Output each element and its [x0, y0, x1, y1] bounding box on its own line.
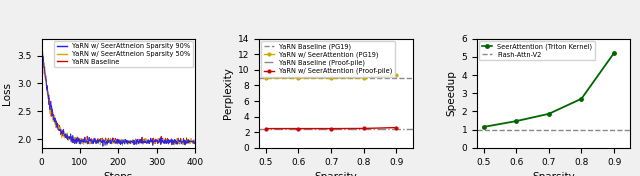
Legend: SeerAttention (Triton Kernel), Flash-Attn-V2: SeerAttention (Triton Kernel), Flash-Att… [479, 41, 595, 60]
Y-axis label: Perplexity: Perplexity [223, 67, 232, 119]
Legend: YaRN Baseline (PG19), YaRN w/ SeerAttention (PG19), YaRN Baseline (Proof-pile), : YaRN Baseline (PG19), YaRN w/ SeerAttent… [261, 41, 396, 77]
Y-axis label: Speedup: Speedup [446, 70, 456, 116]
Y-axis label: Loss: Loss [2, 82, 12, 105]
X-axis label: Steps: Steps [104, 172, 133, 176]
Legend: YaRN w/ SeerAttneion Sparsity 90%, YaRN w/ SeerAttneion Sparsity 50%, YaRN Basel: YaRN w/ SeerAttneion Sparsity 90%, YaRN … [54, 41, 193, 67]
X-axis label: Sparsity: Sparsity [315, 172, 357, 176]
X-axis label: Sparsity: Sparsity [532, 172, 575, 176]
